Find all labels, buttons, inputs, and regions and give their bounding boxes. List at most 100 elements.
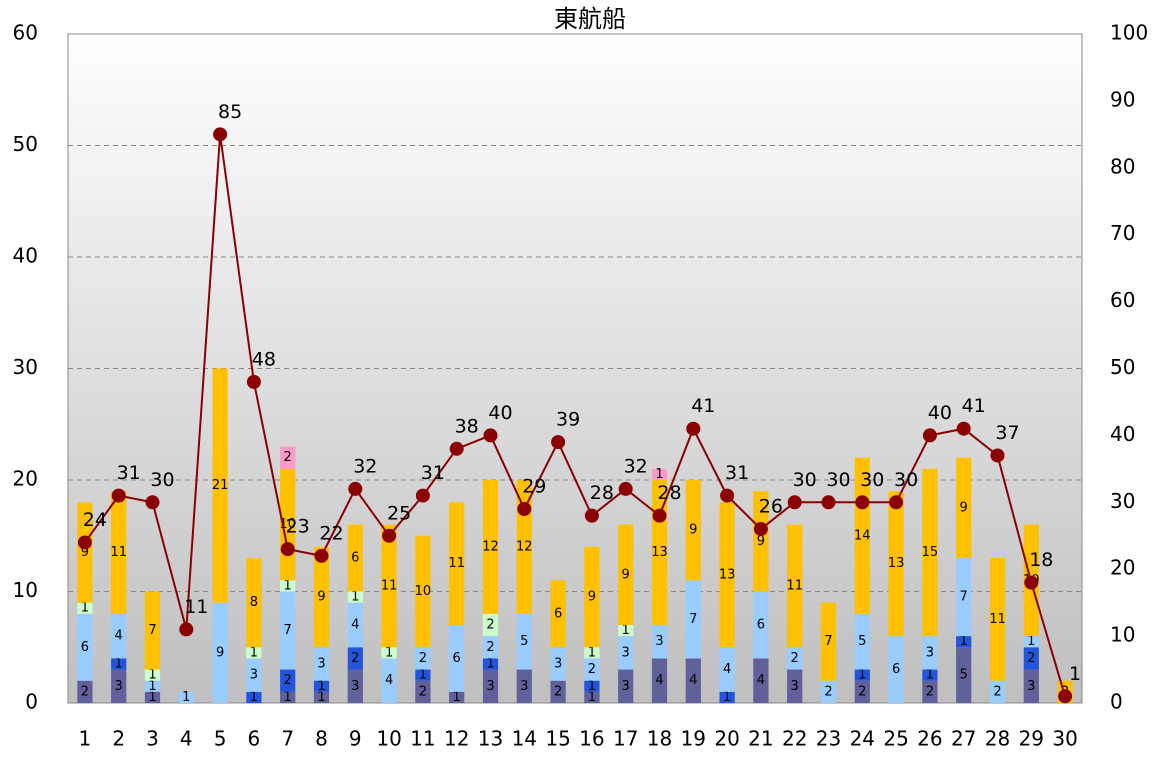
x-tick-label: 22 (782, 727, 807, 751)
line-point (449, 441, 464, 456)
y2-tick-label: 40 (1110, 422, 1135, 446)
bar-segment (550, 580, 566, 648)
bar-segment (381, 647, 397, 659)
line-point (1058, 689, 1073, 704)
bar-value-label: 7 (960, 590, 968, 605)
bar-segment (584, 691, 600, 703)
bar-segment (415, 669, 431, 681)
bar-value-label: 1 (1027, 634, 1035, 649)
bar-segment (246, 647, 262, 659)
y2-tick-label: 0 (1110, 690, 1123, 714)
line-point (77, 535, 92, 550)
bar-segment (685, 480, 701, 581)
y2-tick-label: 70 (1110, 221, 1135, 245)
y2-tick-label: 80 (1110, 154, 1135, 178)
bar-value-label: 21 (212, 478, 229, 493)
x-tick-label: 18 (647, 727, 672, 751)
bar-value-label: 2 (588, 662, 596, 677)
bar-value-label: 8 (250, 595, 258, 610)
bar-segment (347, 591, 363, 603)
bar-value-label: 2 (284, 450, 292, 465)
bar-segment (787, 647, 803, 670)
line-point (483, 428, 498, 443)
bar-value-label: 9 (216, 645, 224, 660)
bar-value-label: 2 (926, 684, 934, 699)
bar-value-label: 1 (351, 590, 359, 605)
bar-segment (482, 636, 499, 659)
bar-segment (77, 502, 93, 603)
line-value-label: 48 (252, 348, 276, 370)
x-tick-label: 14 (512, 727, 537, 751)
bar-value-label: 6 (81, 640, 89, 655)
bar-value-label: 6 (453, 651, 461, 666)
bar-segment (144, 669, 161, 681)
line-value-label: 85 (218, 101, 242, 123)
line-point (517, 501, 532, 516)
x-tick-label: 9 (349, 727, 362, 751)
x-tick-label: 28 (985, 727, 1010, 751)
bar-value-label: 12 (482, 539, 499, 554)
bar-value-label: 1 (926, 668, 934, 683)
bar-value-label: 2 (1027, 651, 1035, 666)
y2-tick-label: 90 (1110, 87, 1135, 111)
y2-tick-label: 20 (1110, 556, 1135, 580)
bar-value-label: 1 (250, 645, 258, 660)
y-tick-label: 60 (13, 21, 38, 45)
line-value-label: 31 (421, 462, 445, 484)
bar-value-label: 4 (655, 673, 663, 688)
line-value-label: 30 (826, 469, 850, 491)
line-value-label: 18 (1029, 549, 1053, 571)
line-point (686, 421, 701, 436)
bar-value-label: 1 (588, 690, 596, 705)
bar-segment (77, 602, 93, 614)
bar-value-label: 9 (757, 534, 765, 549)
bar-value-label: 1 (317, 679, 325, 694)
line-value-label: 39 (556, 409, 580, 431)
bar-segment (415, 680, 431, 703)
x-tick-label: 30 (1052, 727, 1077, 751)
line-value-label: 37 (995, 422, 1019, 444)
line-value-label: 25 (387, 502, 411, 524)
bar-segment (922, 636, 938, 670)
bar-segment (584, 658, 600, 681)
line-value-label: 31 (725, 462, 749, 484)
bar-segment (854, 613, 870, 670)
x-tick-label: 15 (545, 727, 570, 751)
bar-segment (719, 647, 735, 692)
bar-segment (111, 491, 127, 614)
bar-segment (111, 669, 127, 703)
line-value-label: 40 (488, 402, 512, 424)
bar-value-label: 6 (554, 606, 562, 621)
bar-segment (584, 680, 600, 692)
y2-tick-label: 60 (1110, 288, 1135, 312)
bar-segment (618, 669, 634, 703)
bar-value-label: 3 (351, 679, 359, 694)
line-point (990, 448, 1005, 463)
bar-value-label: 12 (516, 539, 533, 554)
bar-value-label: 4 (689, 673, 697, 688)
bar-value-label: 11 (989, 612, 1006, 627)
bar-segment (313, 647, 330, 681)
line-point (855, 495, 870, 510)
bar-segment (584, 546, 600, 648)
x-tick-label: 26 (917, 727, 942, 751)
bar-value-label: 3 (622, 645, 630, 660)
bar-segment (956, 647, 972, 703)
y-tick-label: 30 (13, 355, 38, 379)
bar-segment (449, 624, 465, 692)
bar-segment (888, 636, 904, 703)
bar-value-label: 3 (622, 679, 630, 694)
bar-value-label: 2 (81, 684, 89, 699)
bar-value-label: 5 (520, 634, 528, 649)
bar-value-label: 1 (250, 690, 258, 705)
bar-value-label: 1 (588, 679, 596, 694)
chart-title: 東航船 (554, 5, 626, 33)
line-point (382, 528, 397, 543)
bar-segment (111, 658, 127, 670)
bar-segment (212, 602, 228, 703)
bar-segment (212, 368, 228, 603)
line-value-label: 22 (319, 522, 343, 544)
bar-segment (753, 658, 769, 703)
bar-value-label: 4 (115, 629, 123, 644)
bar-segment (922, 468, 938, 637)
